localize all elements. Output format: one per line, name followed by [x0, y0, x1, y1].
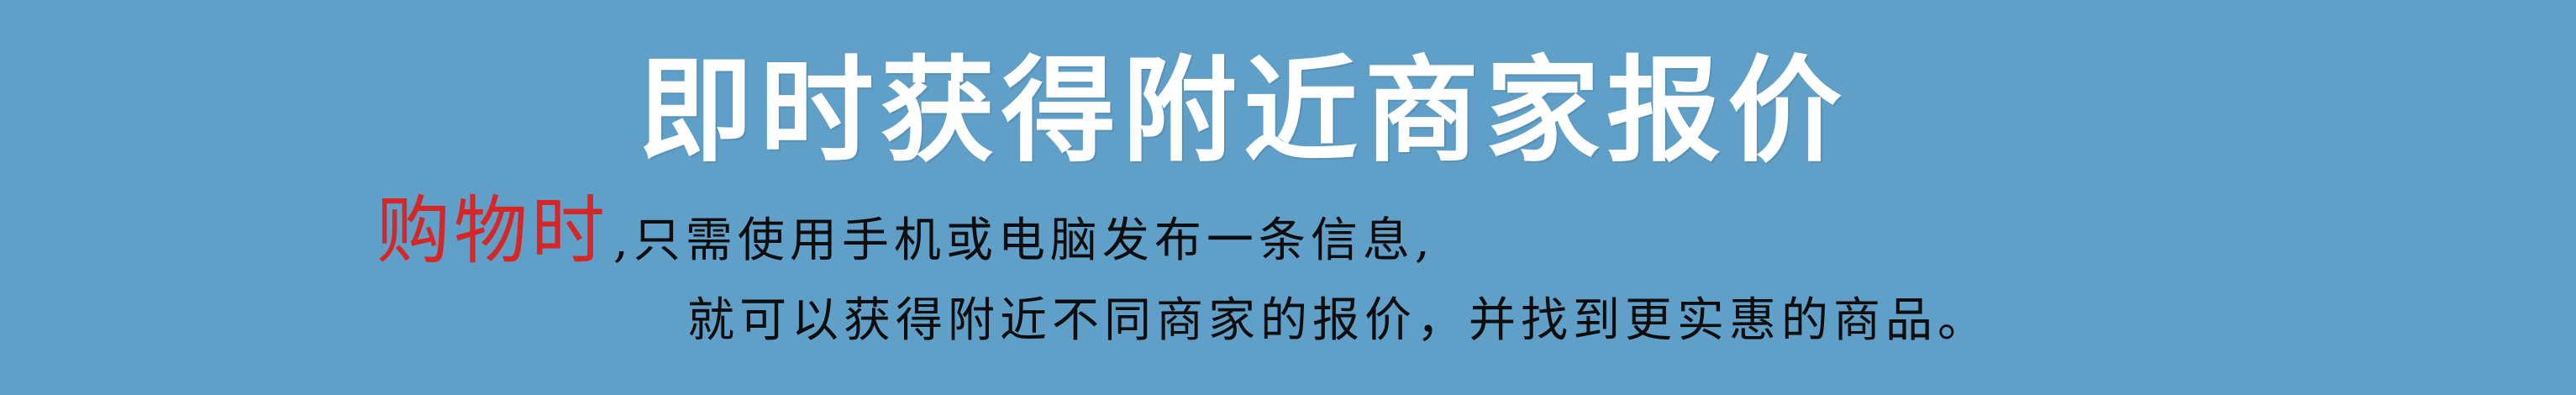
banner-line-1-text: ,只需使用手机或电脑发布一条信息,	[613, 213, 1435, 268]
banner-line-1: 购物时 ,只需使用手机或电脑发布一条信息,	[376, 185, 1435, 277]
banner-headline: 即时获得附近商家报价	[639, 44, 1848, 178]
banner-line-2: 就可以获得附近不同商家的报价，并找到更实惠的商品。	[687, 293, 1990, 348]
shopping-accent-text: 购物时	[376, 187, 609, 274]
